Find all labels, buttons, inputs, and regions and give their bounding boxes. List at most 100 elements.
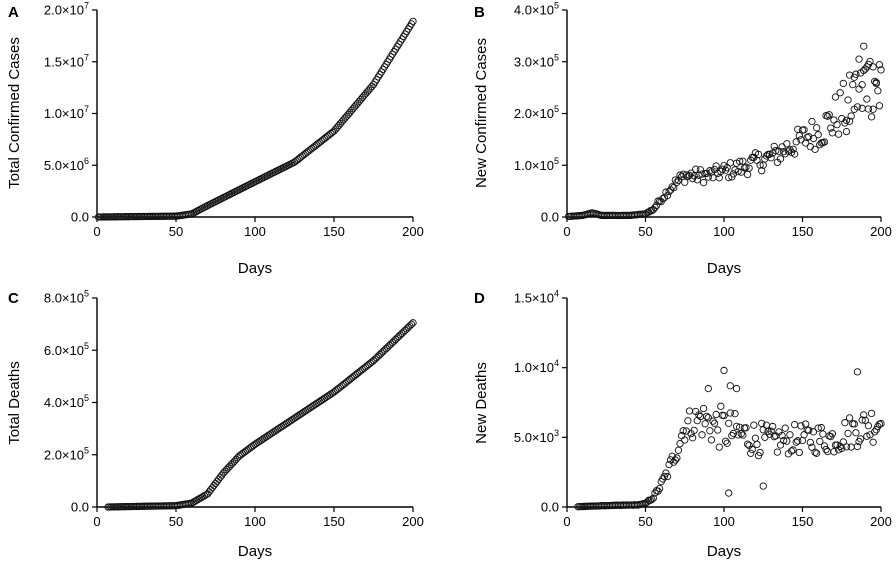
panel-d-data-point xyxy=(780,436,788,445)
panel-b-data-point xyxy=(861,65,869,73)
panel-d-data-point xyxy=(648,495,656,504)
panel-d-y-tick-label: 1.5×104 xyxy=(514,289,559,306)
panel-c-data-point xyxy=(213,477,221,486)
panel-d-data-point xyxy=(767,427,775,435)
panel-b-data-point xyxy=(729,170,738,178)
panel-b-x-tick-label: 0 xyxy=(563,224,570,239)
panel-d-data-point xyxy=(797,422,805,430)
panel-d-data-point xyxy=(847,443,855,451)
panel-b-data-point xyxy=(871,77,879,86)
panel-d-data-point xyxy=(707,436,716,444)
panel-b-data-point xyxy=(867,113,876,121)
panel-b-data-point xyxy=(754,150,763,159)
panel-d-data-point xyxy=(671,456,679,464)
panel-b-data-point xyxy=(827,124,835,132)
panel-b-data-point xyxy=(833,120,841,129)
panel-b-data-point xyxy=(742,163,750,171)
panel-b-plot-area: 0 50 100 150 200 0.0 1.0×105 2.0×105 3.0×105 4.0×… xyxy=(514,1,892,240)
panel-d-data-point xyxy=(791,420,799,429)
panel-d: D New Deaths Days 0 50 100 150 200 0.0 5.0×103… xyxy=(473,289,892,561)
panel-a-x-axis-label: Days xyxy=(238,260,272,277)
panel-d-data-point xyxy=(872,426,880,434)
panel-d-data-point xyxy=(861,416,869,425)
panel-b-y-tick-label: 0.0 xyxy=(541,210,559,225)
panel-b-y-tick-label: 1.0×105 xyxy=(514,156,559,173)
panel-d-data-point xyxy=(841,419,849,427)
panel-b-data-point xyxy=(736,157,744,166)
panel-d-data-point xyxy=(864,422,873,430)
panel-d-data-point xyxy=(725,419,733,427)
panel-b-data-point xyxy=(662,188,670,196)
panel-a-y-tick-label: 2.0×107 xyxy=(44,1,89,18)
panel-d-data-point xyxy=(877,419,885,428)
panel-b-data-point xyxy=(877,66,885,74)
panel-d-data-point xyxy=(723,439,731,447)
panel-c-data-point xyxy=(210,481,218,490)
panel-b-data-point xyxy=(860,42,868,50)
panel-b-data-point xyxy=(789,145,797,153)
panel-b-data-point xyxy=(651,203,659,212)
panel-d-data-point xyxy=(828,430,836,438)
panel-b-y-tick-label: 3.0×105 xyxy=(514,52,559,69)
panel-d-data-point xyxy=(773,448,782,456)
panel-b-data-point xyxy=(715,174,723,182)
panel-c: C Total Deaths Days 0 50 100 150 200 0.0 2.0×1… xyxy=(6,289,424,561)
panel-b-data-point xyxy=(673,178,681,186)
panel-c-y-tick-label: 4.0×105 xyxy=(44,393,89,410)
panel-b-data-point xyxy=(739,157,747,165)
panel-d-data-point xyxy=(662,469,670,477)
panel-b-data-point xyxy=(734,167,742,176)
panel-b-data-point xyxy=(874,87,882,95)
panel-d-data-point xyxy=(715,443,723,451)
panel-letter-a: A xyxy=(8,4,19,21)
panel-c-y-tick-label: 6.0×105 xyxy=(44,341,89,358)
panel-c-x-tick-label: 150 xyxy=(323,514,345,529)
panel-d-data-point xyxy=(649,494,657,502)
panel-a-y-axis-label: Total Confirmed Cases xyxy=(6,37,23,189)
panel-b-data-point xyxy=(845,117,854,125)
panel-d-data-point xyxy=(805,426,813,434)
panel-d-x-tick-label: 50 xyxy=(638,514,652,529)
panel-d-data-point xyxy=(830,448,838,456)
panel-b-x-axis-label: Days xyxy=(707,260,741,277)
panel-b-data-point xyxy=(808,117,816,126)
panel-d-data-point xyxy=(748,445,756,454)
panel-d-data-point xyxy=(725,489,733,497)
panel-b-y-tick-label: 2.0×105 xyxy=(514,104,559,121)
panel-b-data-point xyxy=(772,146,780,155)
panel-b-data-point xyxy=(712,162,720,170)
panel-b-data-point xyxy=(692,165,700,173)
panel-d-x-tick-label: 100 xyxy=(713,514,735,529)
panel-b-data-point xyxy=(682,171,690,179)
panel-c-x-axis-label: Days xyxy=(238,543,272,560)
panel-b-x-tick-label: 200 xyxy=(870,224,892,239)
panel-d-data-point xyxy=(674,446,683,454)
panel-d-data-point xyxy=(660,472,668,481)
panel-d-data-point xyxy=(732,384,741,393)
panel-b-data-point xyxy=(671,176,679,184)
panel-a-y-tick-label: 1.5×107 xyxy=(44,52,89,69)
panel-d-data-point xyxy=(681,436,689,444)
panel-b-data-point xyxy=(823,112,832,120)
panel-b-data-point xyxy=(696,166,705,174)
panel-b-data-point xyxy=(849,80,857,89)
panel-d-data-point xyxy=(743,440,752,448)
panel-b-data-point xyxy=(800,126,808,134)
panel-b-x-tick-label: 150 xyxy=(792,224,814,239)
panel-c-y-tick-label: 2.0×105 xyxy=(44,445,89,462)
panel-d-data-point xyxy=(751,434,760,442)
panel-letter-b: B xyxy=(474,4,485,21)
panel-b-data-point xyxy=(745,164,753,172)
panel-d-data-point xyxy=(781,424,789,432)
panel-b-data-point xyxy=(765,150,774,158)
panel-d-data-point xyxy=(734,431,742,439)
panel-d-data-point xyxy=(709,417,717,425)
panel-b-data-point xyxy=(858,104,866,112)
panel-b-data-point xyxy=(770,142,778,150)
panel-d-data-point xyxy=(783,437,791,445)
panel-d-y-tick-label: 5.0×103 xyxy=(514,428,559,445)
panel-d-y-tick-label: 0.0 xyxy=(541,500,559,515)
panel-d-data-point xyxy=(786,431,794,439)
panel-d-data-point xyxy=(853,368,862,376)
panel-d-data-point xyxy=(844,429,852,438)
